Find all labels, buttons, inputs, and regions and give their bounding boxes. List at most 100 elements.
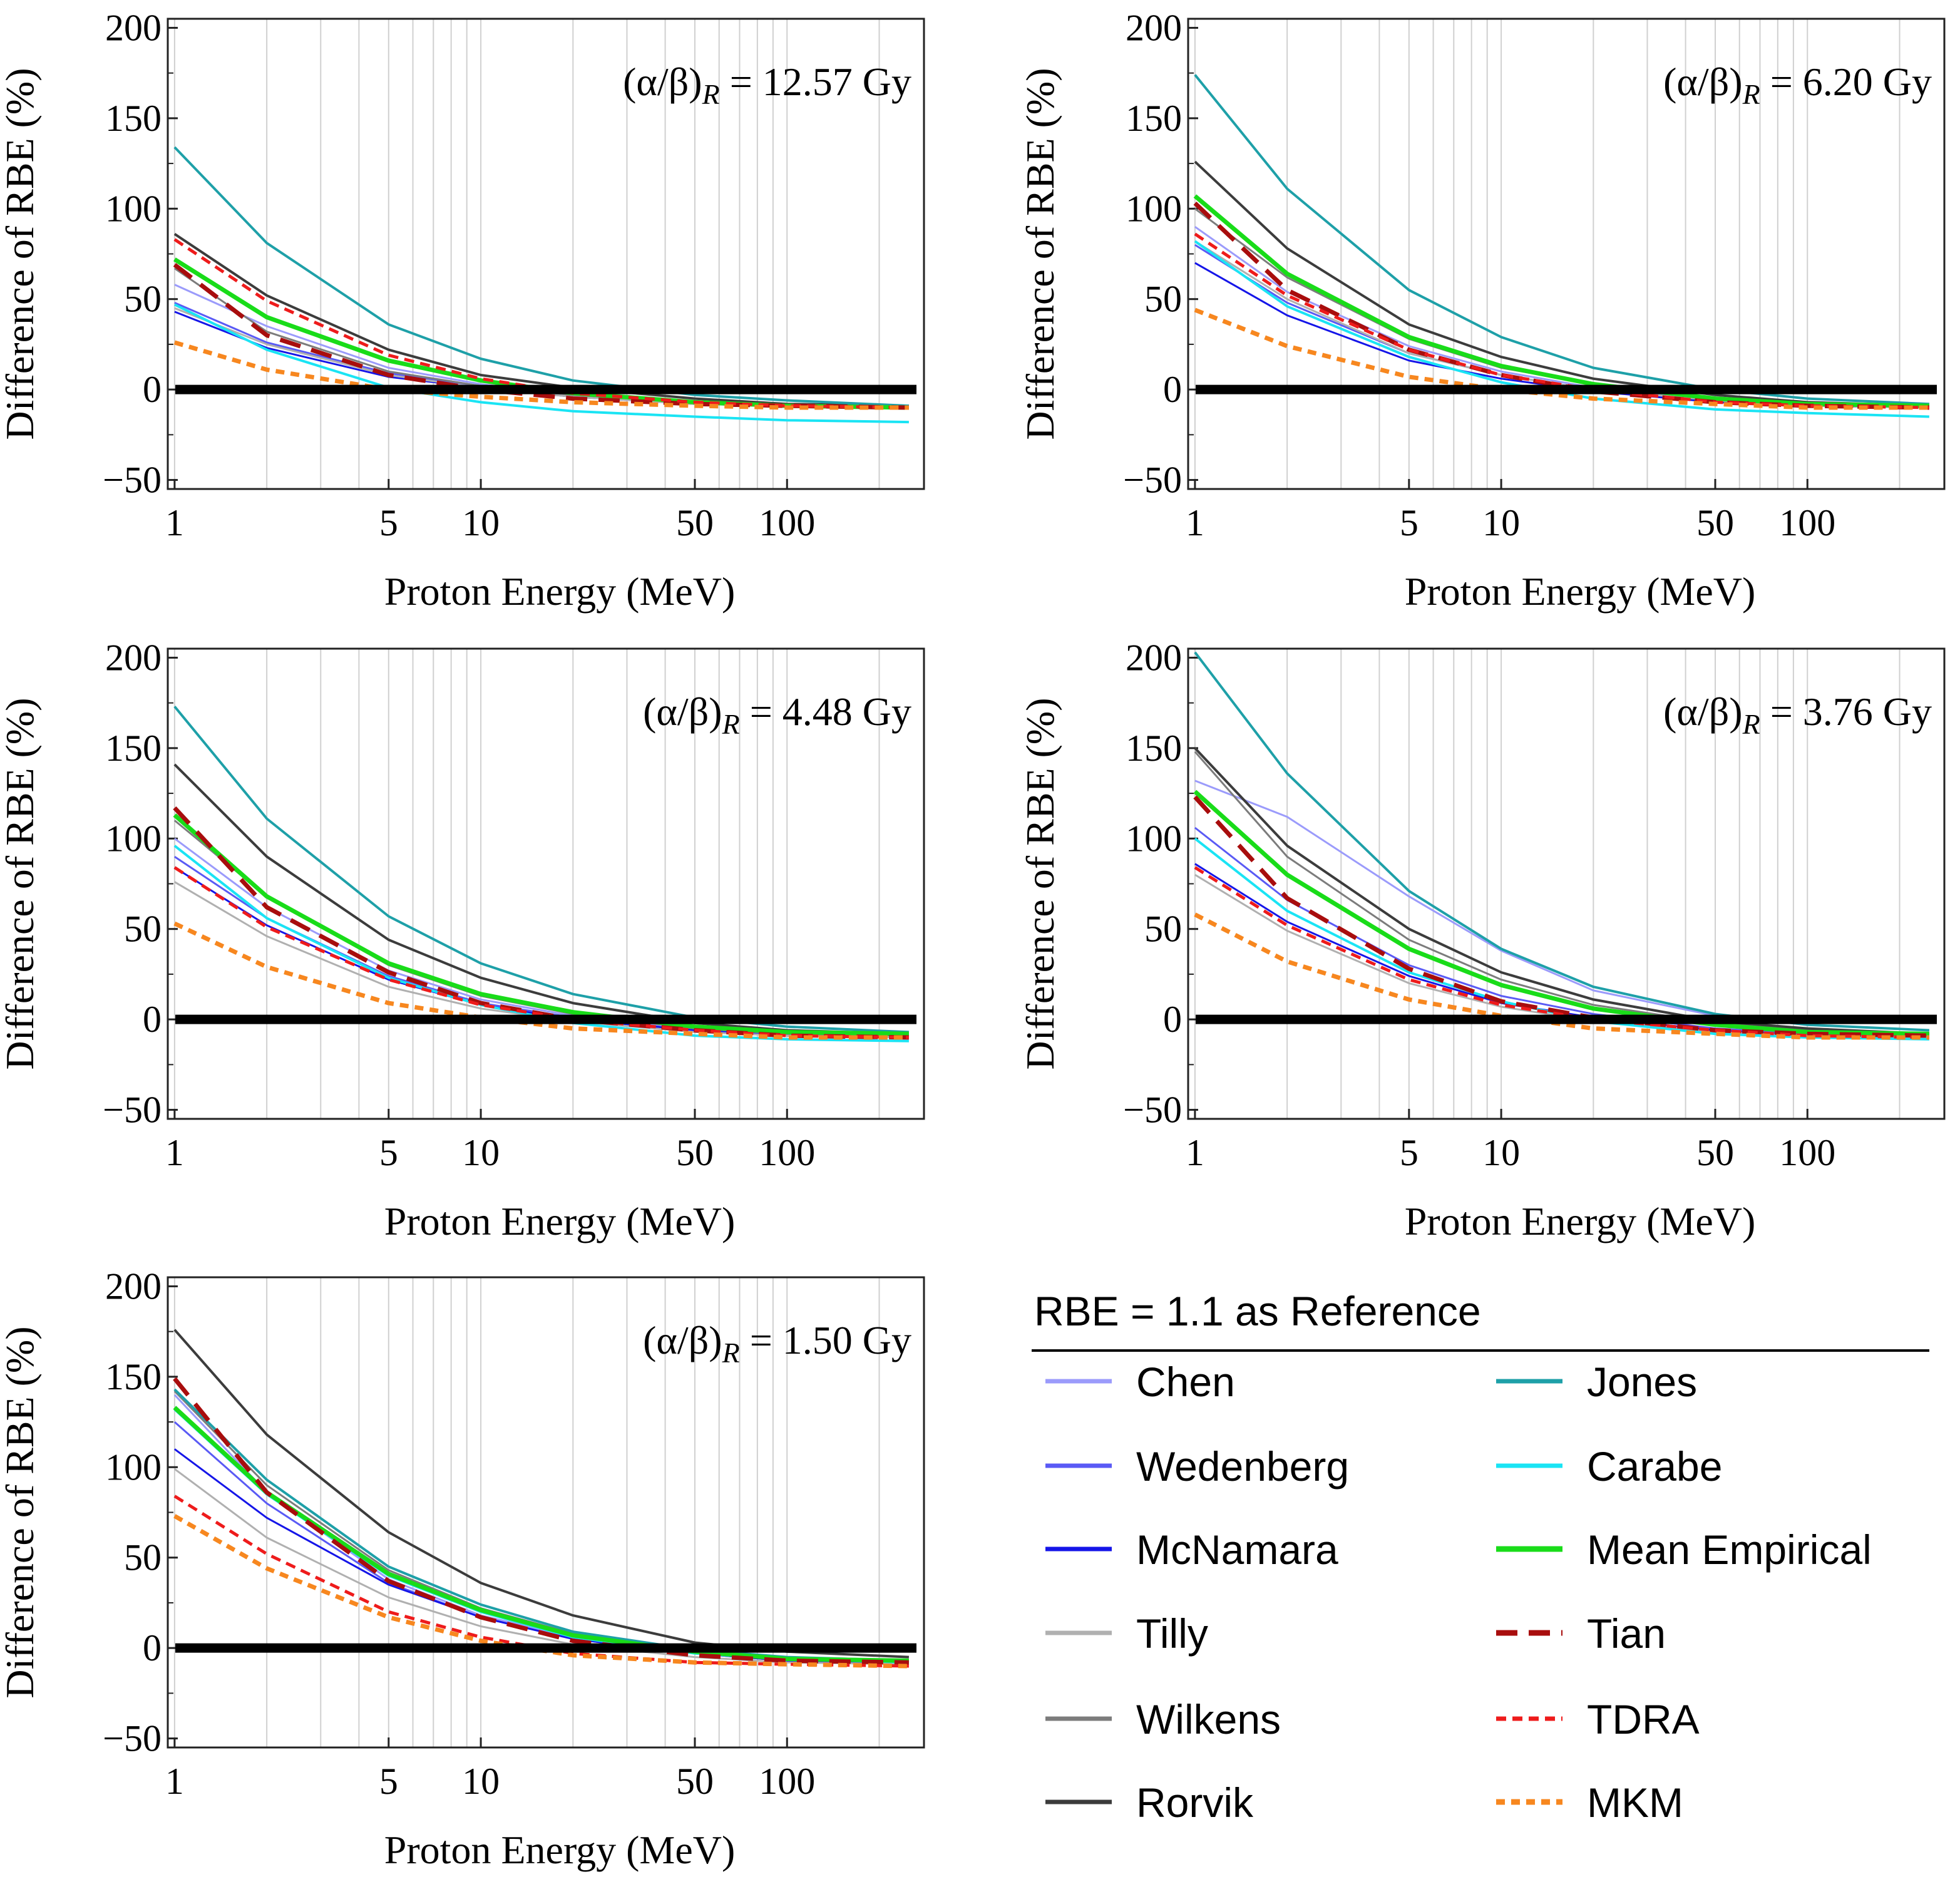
x-tick-label: 50: [676, 1132, 714, 1173]
legend-item-chen: Chen: [1045, 1359, 1235, 1405]
legend-label: McNamara: [1136, 1526, 1338, 1573]
grid: [1194, 19, 1901, 489]
y-axis-label: Difference of RBE (%): [1018, 68, 1062, 440]
alpha-beta-annotation: (α/β)R = 12.57 Gy: [623, 59, 911, 110]
y-tick-label: 100: [1126, 818, 1182, 859]
y-tick-label: 50: [124, 908, 162, 950]
panel-3: −50 0 50 100 150 200 1 5 10 50 100 Proton Energy (M…: [0, 637, 925, 1243]
legend-item-wedenberg: Wedenberg: [1045, 1443, 1349, 1490]
y-tick-label: 100: [105, 188, 162, 229]
y-tick-label: 200: [105, 7, 162, 48]
panel-2: −50 0 50 100 150 200 1 5 10 50 100 Proton Energy (M…: [1018, 7, 1946, 614]
panel-1: −50 0 50 100 150 200 1 5 10 50 100 Proton Energy (M…: [0, 7, 925, 614]
series-tian: [1193, 202, 1929, 410]
y-tick-label: 50: [1144, 279, 1182, 320]
series-tian: [1193, 795, 1929, 1038]
series-jones: [173, 146, 909, 408]
legend-label: Carabe: [1587, 1443, 1722, 1490]
series-group: [173, 146, 909, 424]
y-tick-label: 50: [124, 279, 162, 320]
legend-label: TDRA: [1587, 1696, 1700, 1742]
grid: [1194, 649, 1901, 1119]
legend-label: Rorvik: [1136, 1779, 1254, 1826]
series-mean-empirical: [173, 813, 909, 1036]
x-tick-label: 1: [165, 1761, 184, 1802]
y-tick-label: 200: [105, 637, 162, 678]
legend-label: Tian: [1587, 1610, 1666, 1657]
x-tick-label: 100: [1779, 502, 1835, 543]
legend-item-carabe: Carabe: [1496, 1443, 1722, 1490]
legend: RBE = 1.1 as Reference Chen Wedenberg McNa…: [1032, 1288, 1929, 1826]
x-tick-label: 50: [676, 1761, 714, 1802]
legend-title: RBE = 1.1 as Reference: [1034, 1288, 1481, 1334]
alpha-beta-annotation: (α/β)R = 6.20 Gy: [1663, 59, 1932, 110]
x-tick-label: 10: [1482, 1132, 1520, 1173]
legend-label: Tilly: [1136, 1610, 1208, 1657]
legend-item-mcnamara: McNamara: [1045, 1526, 1338, 1573]
series-tdra: [1194, 232, 1929, 409]
grid: [173, 19, 880, 489]
x-tick-label: 50: [1696, 1132, 1734, 1173]
y-tick-label: 150: [105, 1356, 162, 1397]
y-tick-label: 0: [143, 1627, 162, 1669]
y-tick-label: 150: [1126, 98, 1182, 139]
legend-item-mkm: MKM: [1496, 1779, 1683, 1826]
x-tick-label: 5: [1400, 502, 1419, 543]
series-mean-empirical: [1193, 790, 1929, 1036]
series-tdra: [173, 238, 909, 409]
legend-label: Chen: [1136, 1359, 1235, 1405]
legend-label: Mean Empirical: [1587, 1526, 1872, 1573]
alpha-beta-annotation: (α/β)R = 3.76 Gy: [1663, 689, 1932, 740]
x-tick-label: 10: [1482, 502, 1520, 543]
x-axis-label: Proton Energy (MeV): [384, 569, 736, 614]
y-tick-label: 200: [1126, 637, 1182, 678]
series-rorvik: [1194, 747, 1929, 1036]
x-tick-label: 1: [165, 1132, 184, 1173]
x-tick-label: 50: [1696, 502, 1734, 543]
y-tick-label: 0: [1163, 369, 1182, 410]
x-axis-label: Proton Energy (MeV): [384, 1199, 736, 1243]
legend-item-jones: Jones: [1496, 1359, 1697, 1405]
y-tick-label: 100: [1126, 188, 1182, 229]
x-tick-label: 5: [379, 1132, 398, 1173]
y-tick-label: 0: [143, 369, 162, 410]
y-axis-label: Difference of RBE (%): [0, 68, 42, 440]
y-tick-label: 50: [124, 1537, 162, 1578]
series-jones: [1194, 74, 1929, 406]
x-tick-label: 100: [759, 502, 815, 543]
y-tick-label: 150: [105, 98, 162, 139]
legend-items: Chen Wedenberg McNamara Tilly Wilkens Rorvik J…: [1045, 1359, 1872, 1826]
series-group: [1193, 651, 1929, 1041]
y-tick-label: 0: [143, 999, 162, 1040]
y-tick-label: −50: [103, 1089, 162, 1131]
y-tick-label: 100: [105, 1446, 162, 1488]
series-tian: [173, 1377, 909, 1665]
x-tick-label: 5: [379, 1761, 398, 1802]
series-tdra: [173, 1495, 909, 1668]
legend-item-mean-empirical: Mean Empirical: [1496, 1526, 1872, 1573]
y-axis-label: Difference of RBE (%): [0, 1326, 42, 1698]
alpha-beta-annotation: (α/β)R = 1.50 Gy: [643, 1318, 911, 1369]
legend-label: MKM: [1587, 1779, 1683, 1826]
legend-label: Jones: [1587, 1359, 1697, 1405]
series-mkm: [173, 340, 909, 410]
x-tick-label: 5: [1400, 1132, 1419, 1173]
series-group: [173, 706, 909, 1042]
legend-label: Wedenberg: [1136, 1443, 1349, 1490]
y-tick-label: −50: [1123, 460, 1182, 501]
x-axis-label: Proton Energy (MeV): [1405, 569, 1756, 614]
legend-label: Wilkens: [1136, 1696, 1281, 1742]
series-mean-empirical: [1193, 194, 1929, 408]
x-tick-label: 10: [462, 502, 500, 543]
series-tdra: [1194, 866, 1929, 1039]
y-axis-label: Difference of RBE (%): [1018, 697, 1062, 1069]
panel-5: −50 0 50 100 150 200 1 5 10 50 100 Proton Energy (M…: [0, 1265, 925, 1872]
y-tick-label: 200: [1126, 7, 1182, 48]
x-tick-label: 1: [165, 502, 184, 543]
series-carabe: [173, 845, 909, 1042]
x-tick-label: 5: [379, 502, 398, 543]
series-tian: [173, 806, 909, 1040]
y-tick-label: 150: [1126, 728, 1182, 769]
